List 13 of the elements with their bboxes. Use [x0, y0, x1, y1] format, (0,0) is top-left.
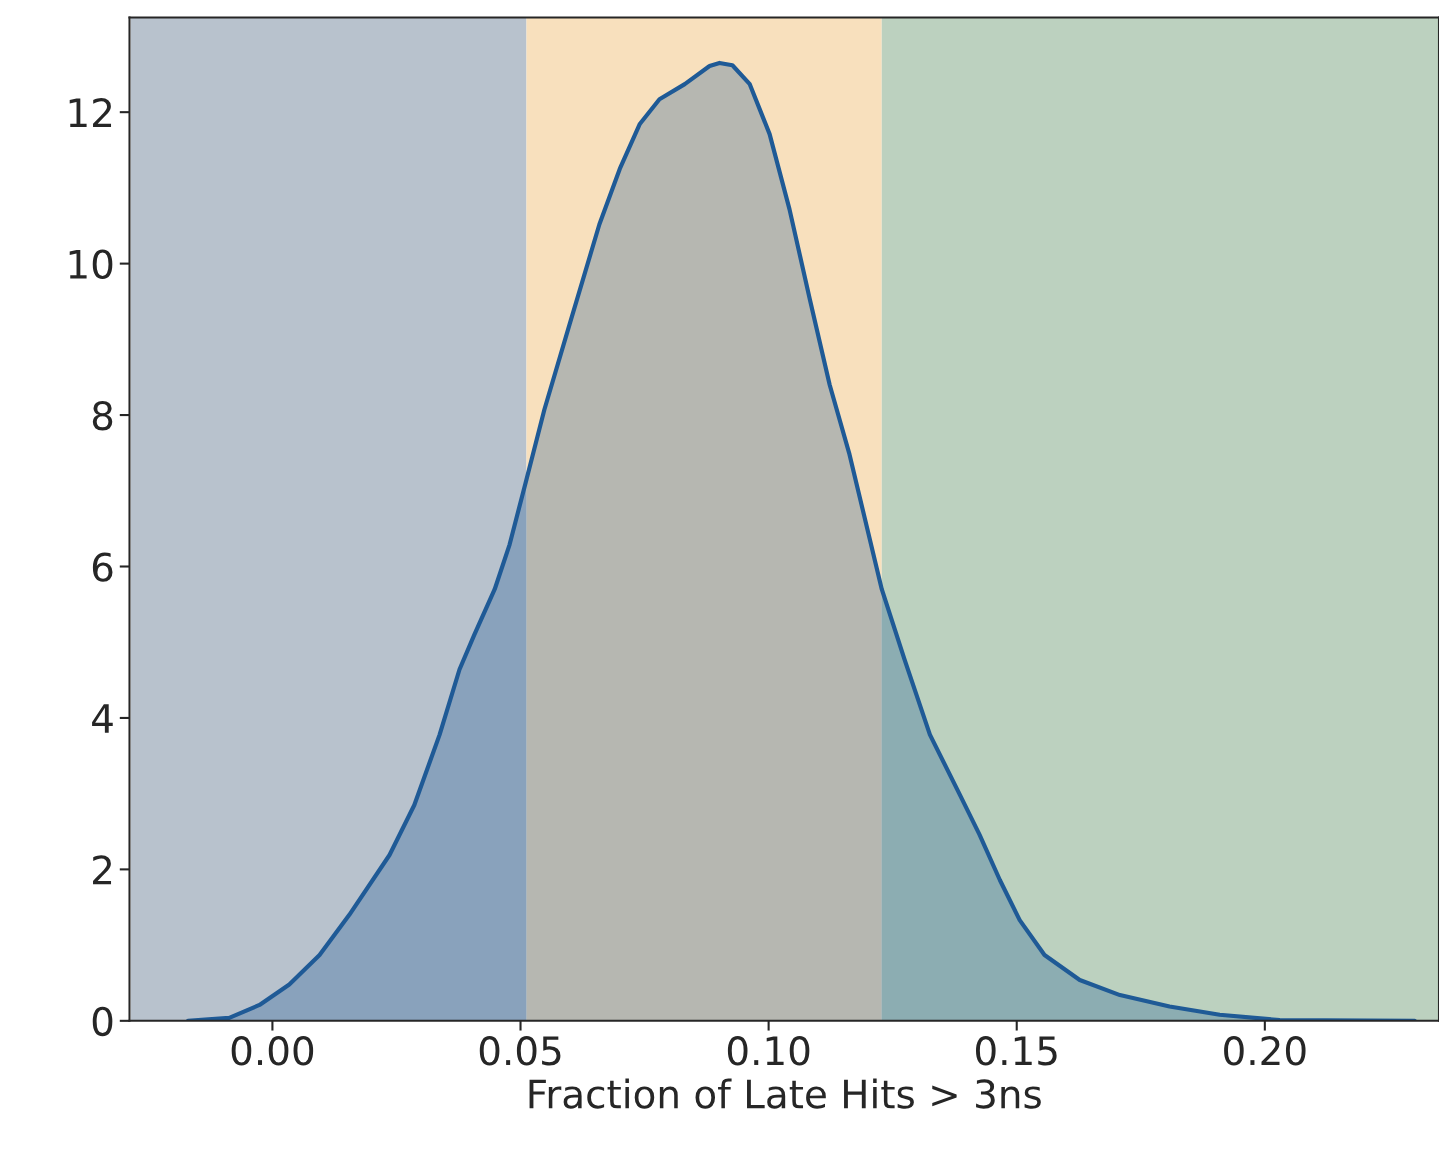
x-axis-title: Fraction of Late Hits > 3ns	[529, 1078, 1041, 1109]
y-tick-label: 8	[92, 400, 113, 431]
x-tick-label: 0.15	[976, 1036, 1057, 1066]
x-tick-label: 0.10	[727, 1036, 810, 1066]
y-tick-label: 10	[69, 249, 113, 279]
x-tick-label: 0.00	[231, 1036, 314, 1066]
y-tick-label: 6	[92, 552, 113, 582]
y-tick-label: 2	[93, 855, 112, 885]
x-tick-label: 0.05	[479, 1036, 561, 1066]
y-tick-label: 4	[92, 704, 113, 733]
y-tick-label: 12	[69, 98, 112, 127]
y-tick-label: 0	[92, 1006, 113, 1037]
x-tick-label: 0.20	[1224, 1036, 1306, 1066]
